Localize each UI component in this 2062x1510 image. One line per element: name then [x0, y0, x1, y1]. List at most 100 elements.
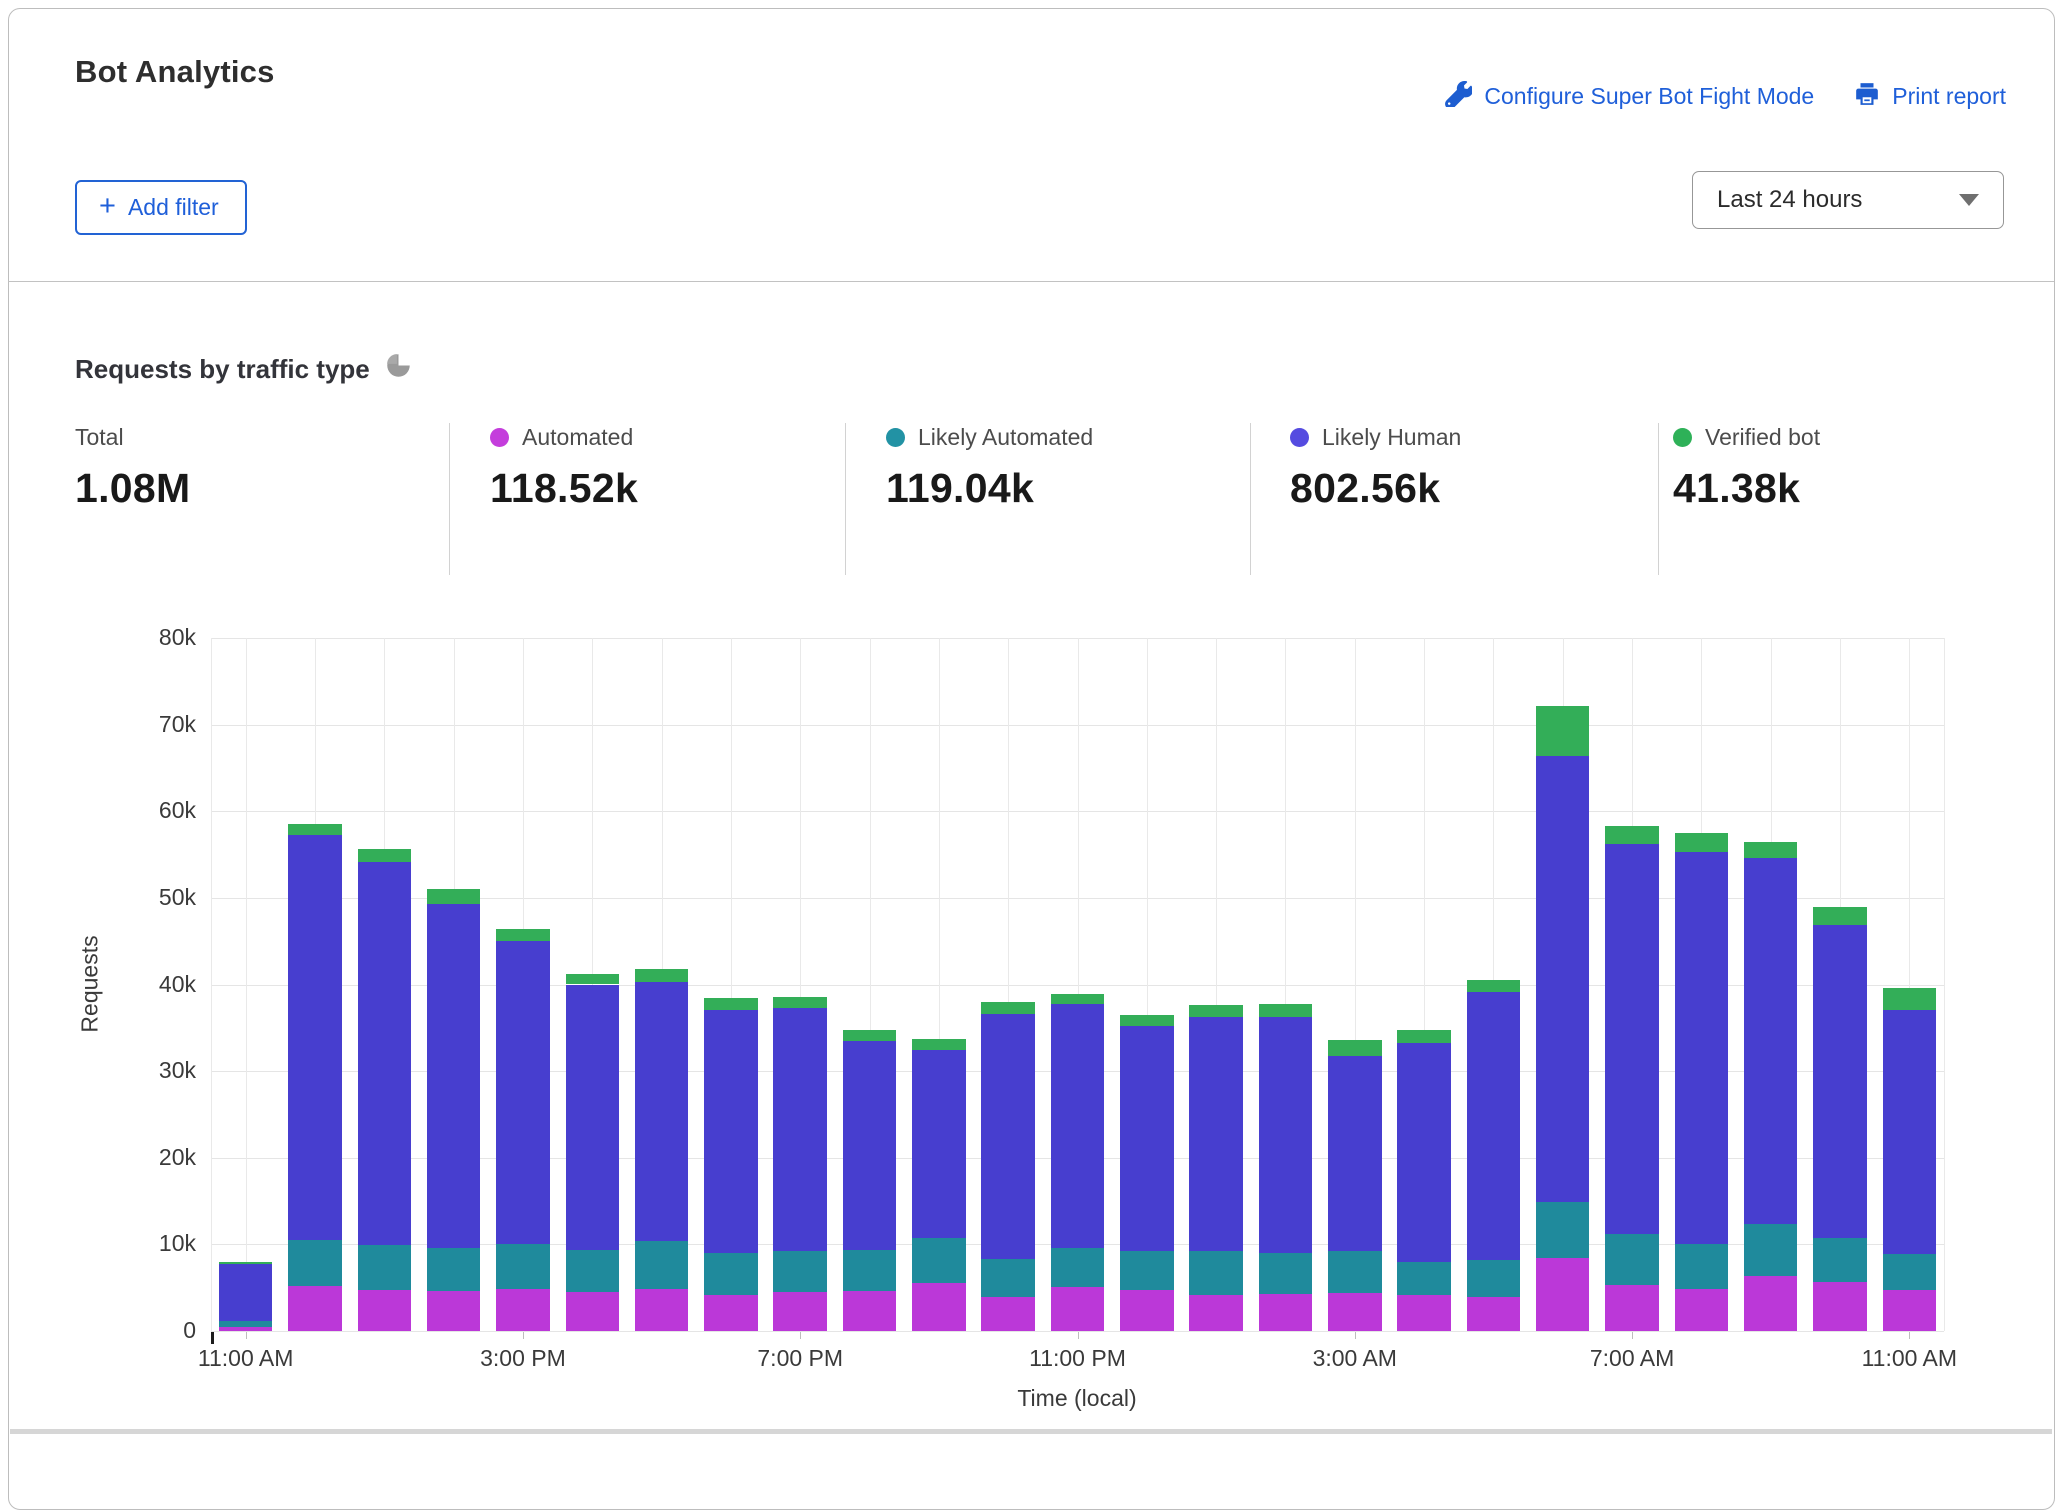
bar-segment-automated	[358, 1290, 412, 1331]
bar-12-00-am[interactable]	[1120, 1015, 1174, 1331]
x-tick-label: 11:00 PM	[988, 1345, 1168, 1372]
bar-segment-verified-bot	[912, 1039, 966, 1050]
bar-6-00-pm[interactable]	[704, 998, 758, 1331]
bar-8-00-am[interactable]	[1675, 833, 1729, 1331]
x-tick-label: 7:00 PM	[710, 1345, 890, 1372]
stat-likely-automated-label: Likely Automated	[918, 424, 1093, 451]
bar-10-00-pm[interactable]	[981, 1002, 1035, 1331]
bar-segment-verified-bot	[1397, 1030, 1451, 1043]
bar-segment-verified-bot	[219, 1262, 273, 1265]
bar-segment-automated	[1051, 1287, 1105, 1331]
section-heading-label: Requests by traffic type	[75, 354, 370, 385]
bar-segment-likely-human	[1467, 992, 1521, 1260]
stat-total-label: Total	[75, 424, 124, 451]
bar-segment-likely-human	[773, 1008, 827, 1251]
bar-segment-verified-bot	[1467, 980, 1521, 992]
bar-12-00-pm[interactable]	[288, 824, 342, 1331]
x-tick-label: 11:00 AM	[156, 1345, 336, 1372]
bar-segment-automated	[496, 1289, 550, 1331]
bar-segment-likely-automated	[1536, 1202, 1590, 1258]
print-report-link[interactable]: Print report	[1854, 81, 2006, 113]
time-range-select[interactable]: Last 24 hours	[1692, 171, 2004, 229]
bar-7-00-am[interactable]	[1605, 826, 1659, 1331]
bar-segment-likely-automated	[1675, 1244, 1729, 1290]
add-filter-button[interactable]: + Add filter	[75, 180, 247, 235]
bar-4-00-am[interactable]	[1397, 1030, 1451, 1331]
bar-5-00-am[interactable]	[1467, 980, 1521, 1331]
bar-segment-likely-human	[1328, 1056, 1382, 1252]
bar-segment-likely-automated	[1259, 1253, 1313, 1294]
bar-segment-likely-automated	[1883, 1254, 1937, 1290]
time-range-value: Last 24 hours	[1717, 186, 1862, 214]
bar-segment-likely-human	[1120, 1026, 1174, 1251]
bar-3-00-pm[interactable]	[496, 929, 550, 1331]
bar-7-00-pm[interactable]	[773, 997, 827, 1331]
y-axis-title: Requests	[77, 935, 104, 1032]
x-tick-label: 3:00 PM	[433, 1345, 613, 1372]
bar-segment-likely-human	[1605, 844, 1659, 1234]
bar-segment-likely-automated	[1189, 1251, 1243, 1294]
bar-3-00-am[interactable]	[1328, 1040, 1382, 1331]
bar-4-00-pm[interactable]	[566, 974, 620, 1331]
bar-segment-likely-human	[635, 982, 689, 1241]
bar-segment-likely-automated	[1051, 1248, 1105, 1287]
bar-segment-verified-bot	[1605, 826, 1659, 844]
y-tick-label: 10k	[106, 1230, 196, 1257]
x-tick	[1632, 1332, 1633, 1339]
bar-segment-verified-bot	[1120, 1015, 1174, 1026]
bar-5-00-pm[interactable]	[635, 969, 689, 1331]
bar-segment-verified-bot	[288, 824, 342, 834]
bar-segment-likely-human	[1189, 1017, 1243, 1251]
bar-6-00-am[interactable]	[1536, 706, 1590, 1331]
v-gridline-hour	[246, 638, 247, 1331]
print-link-label: Print report	[1892, 83, 2006, 110]
x-tick	[1909, 1332, 1910, 1339]
bar-segment-automated	[1328, 1293, 1382, 1331]
bar-9-00-pm[interactable]	[912, 1039, 966, 1331]
bar-11-00-pm[interactable]	[1051, 994, 1105, 1331]
bar-1-00-am[interactable]	[1189, 1005, 1243, 1331]
stat-total-value: 1.08M	[75, 465, 190, 512]
stat-verified-bot-label: Verified bot	[1705, 424, 1820, 451]
bar-segment-verified-bot	[427, 889, 481, 904]
bar-segment-verified-bot	[773, 997, 827, 1008]
bar-segment-likely-automated	[1605, 1234, 1659, 1285]
page-title: Bot Analytics	[75, 54, 275, 90]
bar-segment-automated	[1883, 1290, 1937, 1331]
y-tick-label: 50k	[106, 884, 196, 911]
y-tick-label: 30k	[106, 1057, 196, 1084]
bar-8-00-pm[interactable]	[843, 1030, 897, 1331]
x-tick	[1078, 1332, 1079, 1339]
bar-segment-automated	[1259, 1294, 1313, 1331]
x-tick	[246, 1332, 247, 1339]
bar-segment-likely-human	[1051, 1004, 1105, 1247]
bar-segment-likely-automated	[1813, 1238, 1867, 1281]
bar-segment-likely-human	[1536, 756, 1590, 1202]
bar-segment-automated	[843, 1291, 897, 1331]
bar-segment-likely-human	[1397, 1043, 1451, 1261]
bar-segment-likely-automated	[288, 1240, 342, 1286]
x-axis-title: Time (local)	[1017, 1385, 1136, 1412]
section-heading: Requests by traffic type	[75, 352, 412, 386]
stat-verified-bot: Verified bot 41.38k	[1673, 424, 1820, 512]
stat-automated: Automated 118.52k	[490, 424, 638, 512]
bar-segment-automated	[1744, 1276, 1798, 1331]
bar-segment-likely-automated	[1467, 1260, 1521, 1297]
x-tick	[800, 1332, 801, 1339]
bar-1-00-pm[interactable]	[358, 849, 412, 1331]
bar-segment-likely-automated	[496, 1244, 550, 1288]
bar-2-00-pm[interactable]	[427, 889, 481, 1331]
bar-11-00-am[interactable]	[1883, 988, 1937, 1331]
bar-segment-verified-bot	[1328, 1040, 1382, 1056]
bar-segment-automated	[773, 1292, 827, 1331]
bar-2-00-am[interactable]	[1259, 1004, 1313, 1331]
likely-automated-legend-dot	[886, 428, 905, 447]
header-actions: Configure Super Bot Fight Mode Print rep…	[1445, 80, 2006, 113]
bar-10-00-am[interactable]	[1813, 907, 1867, 1331]
bar-11-00-am[interactable]	[219, 1262, 273, 1331]
configure-super-bot-fight-mode-link[interactable]: Configure Super Bot Fight Mode	[1445, 80, 1814, 113]
bar-segment-automated	[1120, 1290, 1174, 1331]
bar-9-00-am[interactable]	[1744, 842, 1798, 1331]
stat-likely-human-value: 802.56k	[1290, 465, 1461, 512]
plus-icon: +	[99, 192, 116, 221]
